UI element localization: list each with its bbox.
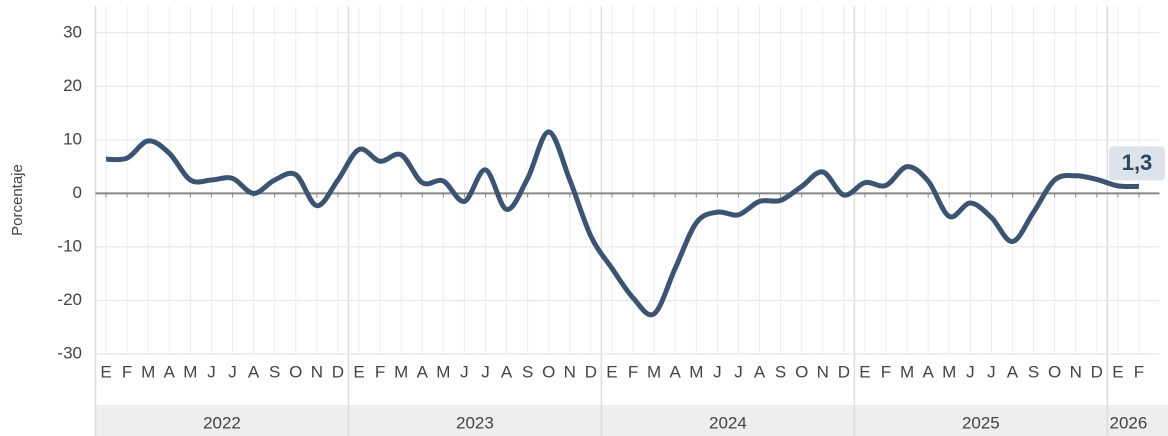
x-tick-label: A (164, 362, 176, 381)
value-label-box (1109, 146, 1165, 181)
x-tick-label: M (689, 362, 703, 381)
x-tick-label: S (1028, 362, 1039, 381)
x-tick-label: E (859, 362, 870, 381)
x-tick-label: E (353, 362, 364, 381)
x-tick-label: D (585, 362, 597, 381)
x-tick-label: A (922, 362, 934, 381)
x-tick-label: O (1048, 362, 1061, 381)
y-tick-label: 10 (63, 129, 82, 148)
x-tick-label: F (1134, 362, 1144, 381)
x-tick-label: S (269, 362, 280, 381)
x-tick-label: A (754, 362, 766, 381)
x-tick-label: M (183, 362, 197, 381)
x-tick-label: A (670, 362, 682, 381)
x-tick-label: J (966, 362, 975, 381)
year-label: 2023 (456, 413, 494, 432)
x-tick-label: E (1112, 362, 1123, 381)
x-tick-label: D (1091, 362, 1103, 381)
x-tick-label: F (375, 362, 385, 381)
x-tick-label: D (332, 362, 344, 381)
year-label: 2025 (962, 413, 1000, 432)
x-tick-label: N (1070, 362, 1082, 381)
x-tick-label: J (481, 362, 490, 381)
y-axis-label: Porcentaje (9, 164, 26, 236)
x-tick-label: E (100, 362, 111, 381)
x-tick-label: M (436, 362, 450, 381)
x-tick-label: M (647, 362, 661, 381)
x-tick-label: N (817, 362, 829, 381)
x-tick-label: J (713, 362, 722, 381)
x-tick-label: M (141, 362, 155, 381)
x-tick-label: D (838, 362, 850, 381)
x-tick-label: N (311, 362, 323, 381)
x-tick-label: F (122, 362, 132, 381)
x-tick-label: F (628, 362, 638, 381)
x-tick-label: N (564, 362, 576, 381)
y-tick-label: 0 (73, 183, 82, 202)
year-band (95, 405, 1168, 436)
x-tick-label: O (542, 362, 555, 381)
y-tick-label: 20 (63, 76, 82, 95)
value-label: 1,3 (1122, 150, 1153, 175)
y-tick-label: -10 (57, 236, 82, 255)
x-tick-label: J (228, 362, 237, 381)
x-tick-label: A (248, 362, 260, 381)
year-label: 2022 (203, 413, 241, 432)
x-tick-label: A (1007, 362, 1019, 381)
year-label: 2026 (1110, 413, 1148, 432)
x-tick-label: S (522, 362, 533, 381)
x-tick-label: J (207, 362, 216, 381)
y-tick-label: -30 (57, 343, 82, 362)
x-tick-label: A (501, 362, 513, 381)
x-tick-label: E (606, 362, 617, 381)
x-tick-label: J (987, 362, 996, 381)
y-tick-label: -20 (57, 290, 82, 309)
x-tick-label: M (942, 362, 956, 381)
y-tick-label: 30 (63, 22, 82, 41)
x-tick-label: F (881, 362, 891, 381)
x-tick-label: O (289, 362, 302, 381)
x-tick-label: M (900, 362, 914, 381)
x-tick-label: S (775, 362, 786, 381)
x-tick-label: J (734, 362, 743, 381)
x-tick-label: M (394, 362, 408, 381)
line-series (105, 129, 1140, 318)
x-tick-label: O (795, 362, 808, 381)
x-tick-label: J (460, 362, 469, 381)
x-tick-label: A (417, 362, 429, 381)
year-label: 2024 (709, 413, 747, 432)
